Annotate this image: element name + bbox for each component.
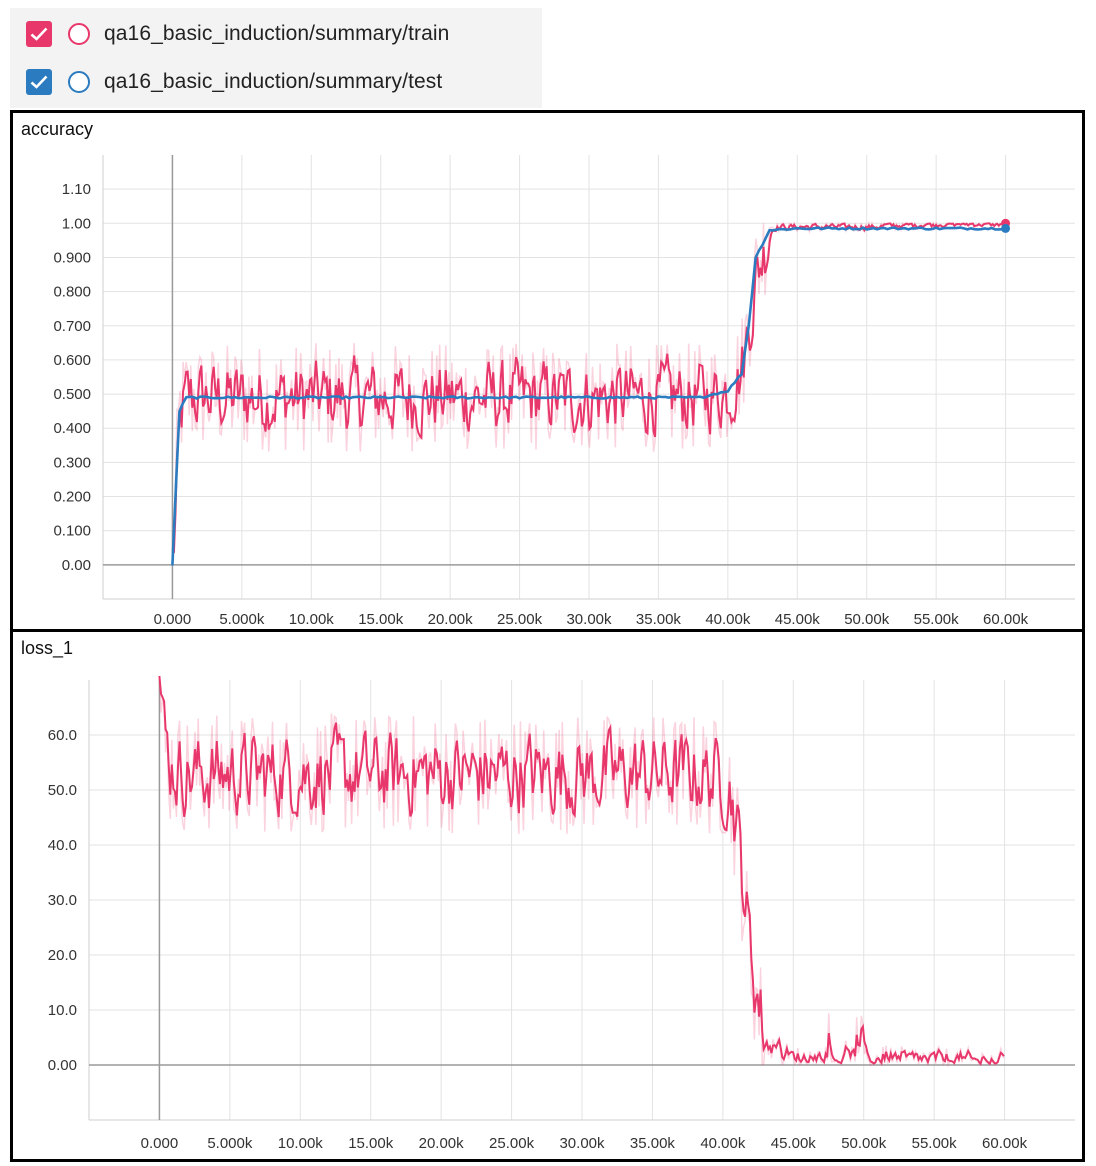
y-tick-label: 0.900 xyxy=(53,249,91,266)
x-tick-label: 25.00k xyxy=(489,1135,535,1152)
x-tick-label: 10.00k xyxy=(289,611,335,628)
legend-label-train: qa16_basic_induction/summary/train xyxy=(104,22,450,45)
x-tick-label: 60.00k xyxy=(982,1135,1028,1152)
x-tick-label: 55.00k xyxy=(914,611,960,628)
y-tick-label: 20.0 xyxy=(48,947,77,964)
chart-title: accuracy xyxy=(21,119,94,139)
x-tick-label: 20.00k xyxy=(428,611,474,628)
y-tick-label: 0.00 xyxy=(62,557,91,574)
chart-title: loss_1 xyxy=(21,638,74,658)
accuracy-chart-panel: accuracy 0.00 0.100 0.200 0.300 0.400 0.500 0.… xyxy=(10,110,1085,632)
x-tick-label: 30.00k xyxy=(566,611,612,628)
y-tick-label: 1.00 xyxy=(62,215,91,232)
y-tick-label: 0.500 xyxy=(53,386,91,403)
y-tick-label: 40.0 xyxy=(48,837,77,854)
y-tick-label: 50.0 xyxy=(48,782,77,799)
y-tick-label: 10.0 xyxy=(48,1002,77,1019)
x-tick-label: 50.00k xyxy=(841,1135,887,1152)
legend-label-test: qa16_basic_induction/summary/test xyxy=(104,70,443,93)
x-tick-label: 0.000 xyxy=(141,1135,179,1152)
test-series-line xyxy=(171,226,1006,566)
y-tick-label: 0.100 xyxy=(53,523,91,540)
test-checkbox[interactable] xyxy=(26,69,52,95)
x-tick-label: 35.00k xyxy=(630,1135,676,1152)
checkmark-icon xyxy=(30,27,48,41)
y-tick-label: 1.10 xyxy=(62,181,91,198)
legend-item-train[interactable]: qa16_basic_induction/summary/train xyxy=(26,14,449,54)
x-tick-label: 45.00k xyxy=(771,1135,817,1152)
loss-chart[interactable]: 0.00 10.0 20.0 30.0 40.0 50.0 60.0 0.000 5.000k 1… xyxy=(13,632,1082,1159)
x-tick-label: 40.00k xyxy=(705,611,751,628)
x-tick-label: 60.00k xyxy=(983,611,1029,628)
x-tick-label: 10.00k xyxy=(278,1135,324,1152)
x-tick-label: 45.00k xyxy=(775,611,821,628)
y-tick-label: 0.400 xyxy=(53,420,91,437)
y-tick-label: 0.200 xyxy=(53,489,91,506)
x-tick-label: 15.00k xyxy=(358,611,404,628)
x-tick-label: 30.00k xyxy=(559,1135,605,1152)
y-tick-label: 60.0 xyxy=(48,727,77,744)
x-tick-label: 5.000k xyxy=(207,1135,253,1152)
run-legend: qa16_basic_induction/summary/train qa16_… xyxy=(10,8,542,108)
y-tick-label: 0.600 xyxy=(53,352,91,369)
checkmark-icon xyxy=(30,75,48,89)
y-tick-label: 0.800 xyxy=(53,284,91,301)
x-tick-label: 15.00k xyxy=(348,1135,394,1152)
x-tick-label: 25.00k xyxy=(497,611,543,628)
x-tick-label: 55.00k xyxy=(912,1135,958,1152)
train-raw-series-line xyxy=(171,220,1005,553)
x-tick-label: 40.00k xyxy=(700,1135,746,1152)
train-checkbox[interactable] xyxy=(26,21,52,47)
train-series-line xyxy=(158,675,1005,1066)
train-color-circle-icon xyxy=(68,23,90,45)
y-tick-label: 30.0 xyxy=(48,892,77,909)
x-tick-label: 0.000 xyxy=(154,611,192,628)
y-tick-label: 0.00 xyxy=(48,1057,77,1074)
loss-chart-panel: loss_1 0.00 10.0 20.0 30.0 40.0 50.0 60.0 0.000… xyxy=(10,629,1085,1162)
test-color-circle-icon xyxy=(68,71,90,93)
train-series-line xyxy=(171,222,1006,554)
legend-item-test[interactable]: qa16_basic_induction/summary/test xyxy=(26,62,442,102)
y-tick-label: 0.300 xyxy=(53,454,91,471)
x-tick-label: 35.00k xyxy=(636,611,682,628)
accuracy-chart[interactable]: 0.00 0.100 0.200 0.300 0.400 0.500 0.600 0.700 0… xyxy=(13,113,1082,629)
x-tick-label: 50.00k xyxy=(844,611,890,628)
x-tick-label: 20.00k xyxy=(419,1135,465,1152)
test-end-point xyxy=(1001,223,1011,233)
x-tick-label: 5.000k xyxy=(219,611,265,628)
y-tick-label: 0.700 xyxy=(53,318,91,335)
